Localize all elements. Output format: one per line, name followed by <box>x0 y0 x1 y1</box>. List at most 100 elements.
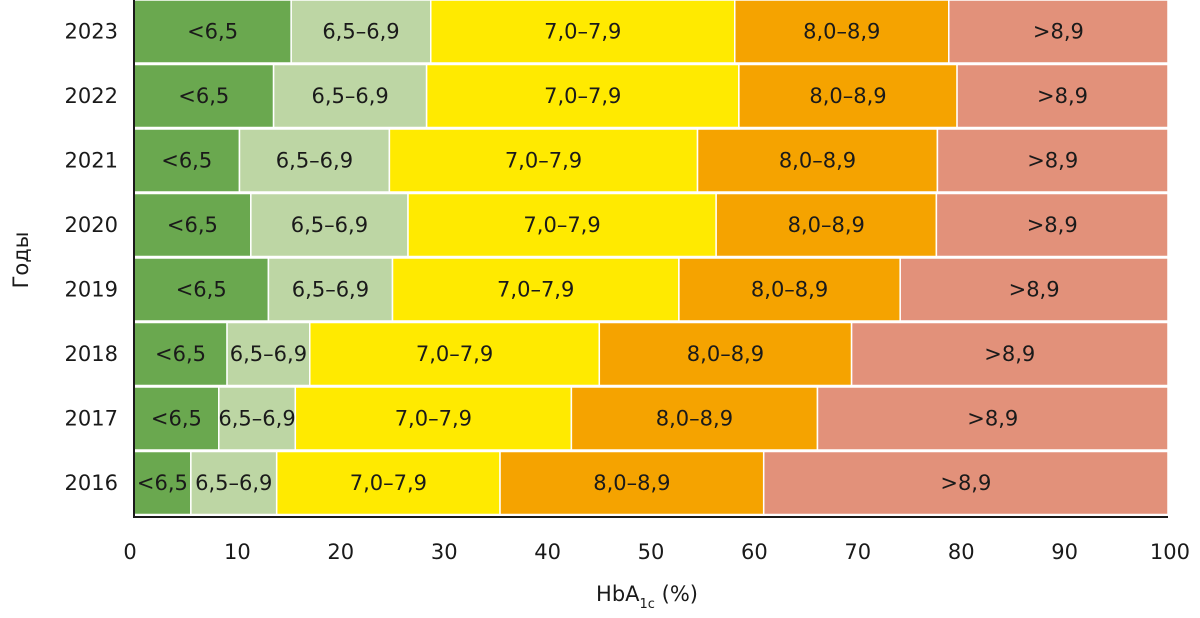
bar-2023-seg-3 <box>734 0 950 64</box>
bar-2023-seg-1 <box>290 0 432 64</box>
y-tick-label-2020: 2020 <box>65 213 118 237</box>
bar-label-2022-seg-1: 6,5–6,9 <box>311 84 388 108</box>
bar-2019-seg-3 <box>678 257 901 322</box>
bar-label-2021-seg-0: <6,5 <box>161 149 212 173</box>
x-axis-title-main: HbA <box>596 582 640 606</box>
bar-2020-seg-2 <box>407 192 717 258</box>
y-tick-label-2022: 2022 <box>65 84 118 108</box>
bar-label-2023-seg-0: <6,5 <box>187 20 238 44</box>
bar-2020-seg-4 <box>935 192 1169 258</box>
bar-label-2018-seg-4: >8,9 <box>984 342 1035 366</box>
bar-label-2019-seg-0: <6,5 <box>176 278 227 302</box>
bar-label-2017-seg-2: 7,0–7,9 <box>395 407 472 431</box>
x-tick-label-40: 40 <box>534 540 561 564</box>
bar-label-2021-seg-2: 7,0–7,9 <box>505 149 582 173</box>
bar-label-2016-seg-2: 7,0–7,9 <box>350 471 427 495</box>
bar-2016-seg-2 <box>275 450 501 516</box>
bar-2017-seg-4 <box>816 386 1169 451</box>
bar-label-2017-seg-0: <6,5 <box>151 407 202 431</box>
y-axis-title: Годы <box>9 232 33 289</box>
bar-label-2021-seg-1: 6,5–6,9 <box>276 149 353 173</box>
bar-2022-seg-1 <box>272 63 428 129</box>
y-tick-labels: 2023 2022 2021 2020 2019 2018 2017 2016 <box>65 20 118 496</box>
bar-label-2017-seg-4: >8,9 <box>967 407 1018 431</box>
y-tick-label-2016: 2016 <box>65 471 118 495</box>
bar-2017-seg-2 <box>294 386 573 451</box>
bar-2017-seg-3 <box>570 386 819 451</box>
bar-2016-seg-4 <box>762 450 1169 516</box>
bar-label-2019-seg-4: >8,9 <box>1009 278 1060 302</box>
bar-2023-seg-0 <box>133 0 292 64</box>
bar-label-2023-seg-3: 8,0–8,9 <box>803 20 880 44</box>
y-tick-label-2021: 2021 <box>65 149 118 173</box>
x-axis-title-subscript: 1c <box>640 597 655 612</box>
y-tick-label-2018: 2018 <box>65 342 118 366</box>
bar-label-2017-seg-3: 8,0–8,9 <box>656 407 733 431</box>
bar-2019-seg-4 <box>899 257 1169 322</box>
x-tick-label-90: 90 <box>1051 540 1078 564</box>
bar-label-2022-seg-2: 7,0–7,9 <box>544 84 621 108</box>
bar-label-2022-seg-0: <6,5 <box>178 84 229 108</box>
y-tick-label-2017: 2017 <box>65 407 118 431</box>
bar-2021-seg-3 <box>696 128 939 193</box>
x-tick-label-20: 20 <box>327 540 354 564</box>
bar-label-2020-seg-4: >8,9 <box>1027 213 1078 237</box>
x-axis-title-suffix: (%) <box>655 582 698 606</box>
bar-label-2019-seg-3: 8,0–8,9 <box>751 278 828 302</box>
bar-label-2018-seg-2: 7,0–7,9 <box>416 342 493 366</box>
x-tick-label-80: 80 <box>948 540 975 564</box>
bar-label-2023-seg-4: >8,9 <box>1033 20 1084 44</box>
bar-label-2016-seg-3: 8,0–8,9 <box>593 471 670 495</box>
bar-2019-seg-1 <box>267 257 394 322</box>
bar-2019-seg-0 <box>133 257 270 322</box>
x-tick-labels: 0 10 20 30 40 50 60 70 80 90 100 <box>123 540 1190 564</box>
x-tick-label-70: 70 <box>844 540 871 564</box>
bar-2020-seg-3 <box>715 192 938 258</box>
bar-2016-seg-1 <box>190 450 278 516</box>
x-tick-label-0: 0 <box>123 540 136 564</box>
bar-label-2019-seg-1: 6,5–6,9 <box>292 278 369 302</box>
bar-label-2023-seg-1: 6,5–6,9 <box>322 20 399 44</box>
bar-2018-seg-0 <box>133 321 228 387</box>
x-axis-title: HbA1c (%) <box>596 582 698 612</box>
bar-2021-seg-2 <box>388 128 699 193</box>
bar-2023-seg-4 <box>948 0 1169 64</box>
bar-2018-seg-4 <box>850 321 1169 387</box>
bar-2021-seg-4 <box>936 128 1169 193</box>
bar-label-2019-seg-2: 7,0–7,9 <box>497 278 574 302</box>
x-tick-label-100: 100 <box>1150 540 1190 564</box>
bar-label-2021-seg-3: 8,0–8,9 <box>779 149 856 173</box>
bar-2018-seg-2 <box>309 321 601 387</box>
bar-label-2016-seg-4: >8,9 <box>940 471 991 495</box>
bar-2020-seg-0 <box>133 192 252 258</box>
bar-label-2016-seg-0: <6,5 <box>137 471 188 495</box>
x-tick-label-50: 50 <box>638 540 665 564</box>
bar-label-2023-seg-2: 7,0–7,9 <box>544 20 621 44</box>
bar-2019-seg-2 <box>391 257 680 322</box>
bar-label-2017-seg-1: 6,5–6,9 <box>218 407 295 431</box>
bar-2016-seg-3 <box>499 450 765 516</box>
bar-label-2016-seg-1: 6,5–6,9 <box>195 471 272 495</box>
bar-2022-seg-4 <box>956 63 1169 129</box>
bar-2023-seg-2 <box>430 0 736 64</box>
x-tick-label-60: 60 <box>741 540 768 564</box>
bar-label-2018-seg-0: <6,5 <box>155 342 206 366</box>
bar-2018-seg-1 <box>226 321 311 387</box>
bar-label-2018-seg-3: 8,0–8,9 <box>687 342 764 366</box>
bar-2020-seg-1 <box>250 192 409 258</box>
bar-2022-seg-2 <box>425 63 740 129</box>
bar-label-2020-seg-3: 8,0–8,9 <box>788 213 865 237</box>
bar-label-2020-seg-1: 6,5–6,9 <box>291 213 368 237</box>
bar-label-2022-seg-3: 8,0–8,9 <box>809 84 886 108</box>
bar-label-2020-seg-0: <6,5 <box>167 213 218 237</box>
bar-label-2021-seg-4: >8,9 <box>1027 149 1078 173</box>
y-tick-label-2019: 2019 <box>65 278 118 302</box>
x-tick-label-30: 30 <box>431 540 458 564</box>
bar-label-2018-seg-1: 6,5–6,9 <box>230 342 307 366</box>
bar-label-2022-seg-4: >8,9 <box>1037 84 1088 108</box>
bars-group: <6,5 6,5–6,9 7,0–7,9 8,0–8,9 >8,9 <6,5 6,5–6,9… <box>133 0 1169 516</box>
bar-2017-seg-1 <box>218 386 297 451</box>
bar-label-2020-seg-2: 7,0–7,9 <box>523 213 600 237</box>
x-tick-label-10: 10 <box>224 540 251 564</box>
